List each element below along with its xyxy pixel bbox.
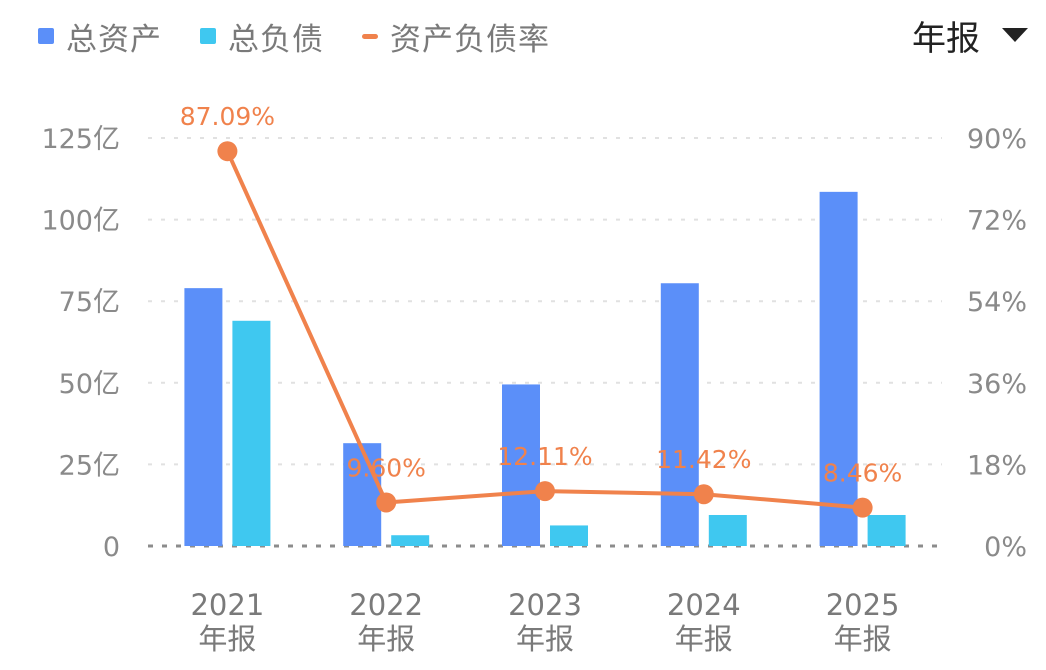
period-selector-label: 年报 bbox=[912, 18, 980, 59]
bar bbox=[391, 535, 430, 546]
bar bbox=[502, 384, 540, 546]
legend-item[interactable]: 总负债 bbox=[200, 14, 324, 59]
line-point bbox=[693, 484, 714, 505]
y-right-tick-label: 0% bbox=[984, 532, 1027, 563]
bar bbox=[550, 525, 588, 546]
x-tick-label: 年报 bbox=[675, 622, 733, 656]
y-right-tick-label: 36% bbox=[967, 369, 1027, 400]
x-tick-label: 2024 bbox=[667, 588, 741, 622]
legend-label: 总资产 bbox=[66, 21, 162, 58]
line-point bbox=[217, 141, 238, 162]
period-selector[interactable]: 年报 bbox=[912, 12, 1028, 59]
legend-label: 总负债 bbox=[228, 21, 324, 58]
bar bbox=[867, 514, 906, 546]
bar bbox=[708, 514, 747, 546]
legend-item[interactable]: 总资产 bbox=[38, 14, 162, 59]
bar bbox=[819, 191, 858, 546]
y-left-tick-label: 50亿 bbox=[59, 369, 120, 400]
data-label: 12.11% bbox=[497, 442, 592, 471]
bar bbox=[232, 320, 271, 546]
x-tick-label: 2022 bbox=[349, 588, 423, 622]
data-label: 87.09% bbox=[180, 102, 275, 131]
y-left-tick-label: 75亿 bbox=[59, 287, 120, 318]
x-tick-label: 年报 bbox=[198, 622, 256, 656]
x-tick-label: 年报 bbox=[357, 622, 415, 656]
y-left-tick-label: 0 bbox=[103, 532, 120, 563]
y-right-tick-label: 90% bbox=[967, 124, 1027, 155]
legend-swatch bbox=[200, 28, 216, 44]
caret-down-icon bbox=[1002, 28, 1028, 42]
x-tick-label: 年报 bbox=[516, 622, 574, 656]
data-label: 11.42% bbox=[656, 445, 751, 474]
y-right-tick-label: 72% bbox=[967, 206, 1027, 237]
data-label: 8.46% bbox=[823, 459, 902, 488]
x-tick-label: 年报 bbox=[834, 622, 892, 656]
y-right-tick-label: 54% bbox=[967, 287, 1027, 318]
x-tick-label: 2021 bbox=[190, 588, 264, 622]
bar bbox=[660, 283, 699, 546]
chart-legend: 总资产 总负债 资产负债率 bbox=[38, 14, 588, 58]
legend-swatch bbox=[362, 33, 378, 39]
line-point bbox=[535, 481, 555, 502]
x-tick-label: 2023 bbox=[508, 588, 582, 622]
bar bbox=[343, 443, 382, 546]
line-point bbox=[852, 497, 873, 518]
y-right-tick-label: 18% bbox=[967, 450, 1027, 481]
bar bbox=[184, 288, 223, 546]
y-left-tick-label: 125亿 bbox=[41, 124, 120, 155]
legend-label: 资产负债率 bbox=[390, 21, 550, 58]
y-left-tick-label: 25亿 bbox=[59, 450, 120, 481]
y-left-tick-label: 100亿 bbox=[41, 206, 120, 237]
x-tick-label: 2025 bbox=[826, 588, 900, 622]
legend-swatch bbox=[38, 28, 54, 44]
legend-item[interactable]: 资产负债率 bbox=[362, 14, 550, 59]
data-label: 9.60% bbox=[346, 453, 425, 482]
line-point bbox=[376, 492, 397, 513]
